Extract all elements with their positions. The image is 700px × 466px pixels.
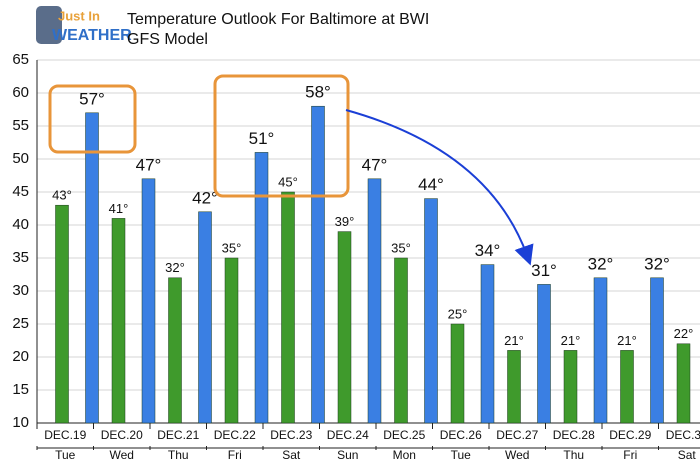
value-label: 32° [588,254,614,273]
chart-title: Temperature Outlook For Baltimore at BWI [127,11,429,28]
bar [394,257,408,424]
x-tick-label: Tue [451,448,472,462]
y-tick-label: 35 [12,249,29,266]
value-label: 35° [391,240,411,255]
y-tick-label: 15 [12,381,29,398]
x-tick-label: Sun [337,448,358,462]
value-label: 39° [335,214,355,229]
value-label: 51° [249,129,275,148]
trend-arrow [345,109,534,266]
bar [224,257,239,424]
bar [367,178,382,424]
x-tick-label: DEC.27 [496,428,538,442]
x-tick-label: Fri [623,448,637,462]
bar [198,211,212,424]
value-label: 22° [674,326,694,341]
value-label: 32° [165,260,185,275]
value-label: 21° [561,333,581,348]
bar [593,277,608,424]
value-label: 58° [305,83,331,102]
y-tick-label: 55 [12,117,29,134]
value-label: 31° [531,261,557,280]
value-label: 47° [136,155,162,174]
value-label: 32° [644,254,670,273]
chart-subtitle: GFS Model [127,31,208,48]
value-label: 42° [192,188,218,207]
x-tick-label: DEC.26 [440,428,482,442]
logo-icon [36,6,62,44]
bar [111,218,126,424]
bar [337,231,352,424]
x-tick-label: DEC.30 [666,428,700,442]
value-label: 21° [617,333,637,348]
bar [254,152,269,424]
highlight-box [213,74,350,198]
value-label: 45° [278,174,298,189]
value-label: 35° [222,240,242,255]
x-tick-label: Thu [563,448,584,462]
x-tick-label: DEC.20 [101,428,143,442]
y-tick-label: 30 [12,282,29,299]
value-label: 43° [52,188,72,203]
x-tick-label: Mon [393,448,416,462]
x-tick-label: Sat [678,448,697,462]
x-tick-label: DEC.19 [44,428,86,442]
x-tick-label: DEC.24 [327,428,369,442]
bar [168,277,182,424]
bar [450,323,465,424]
x-tick-label: Wed [505,448,529,462]
y-tick-label: 25 [12,315,29,332]
x-tick-label: DEC.22 [214,428,256,442]
x-tick-label: DEC.29 [609,428,651,442]
y-tick-label: 50 [12,150,29,167]
value-label: 25° [448,306,468,321]
bar [537,284,551,424]
x-tick-label: DEC.21 [157,428,199,442]
bar [563,350,578,424]
bar [507,350,521,424]
x-tick-label: DEC.28 [553,428,595,442]
value-label: 34° [475,241,501,260]
bar [650,277,664,424]
x-tick-label: Sat [282,448,301,462]
value-label: 41° [109,201,129,216]
x-tick-label: DEC.25 [383,428,425,442]
bar [676,343,691,424]
bar [141,178,156,424]
bar [480,264,495,424]
bar [55,204,69,424]
x-tick-label: Fri [228,448,242,462]
bar [424,198,438,424]
y-tick-label: 10 [12,414,29,431]
logo-text: Just In [58,8,100,23]
x-tick-label: Tue [55,448,76,462]
highlight-box [48,84,137,154]
bar [620,350,634,424]
value-label: 21° [504,333,524,348]
bar [281,191,295,424]
y-tick-label: 60 [12,84,29,101]
y-tick-label: 65 [12,51,29,68]
y-tick-label: 40 [12,216,29,233]
value-label: 47° [362,155,388,174]
y-tick-label: 45 [12,183,29,200]
value-label: 57° [79,89,105,108]
logo-text: WEATHER [52,27,132,44]
x-tick-label: Thu [168,448,189,462]
x-tick-label: DEC.23 [270,428,312,442]
x-tick-label: Wed [110,448,134,462]
y-tick-label: 20 [12,348,29,365]
value-label: 44° [418,175,444,194]
bar [85,112,99,424]
bar [311,105,325,424]
